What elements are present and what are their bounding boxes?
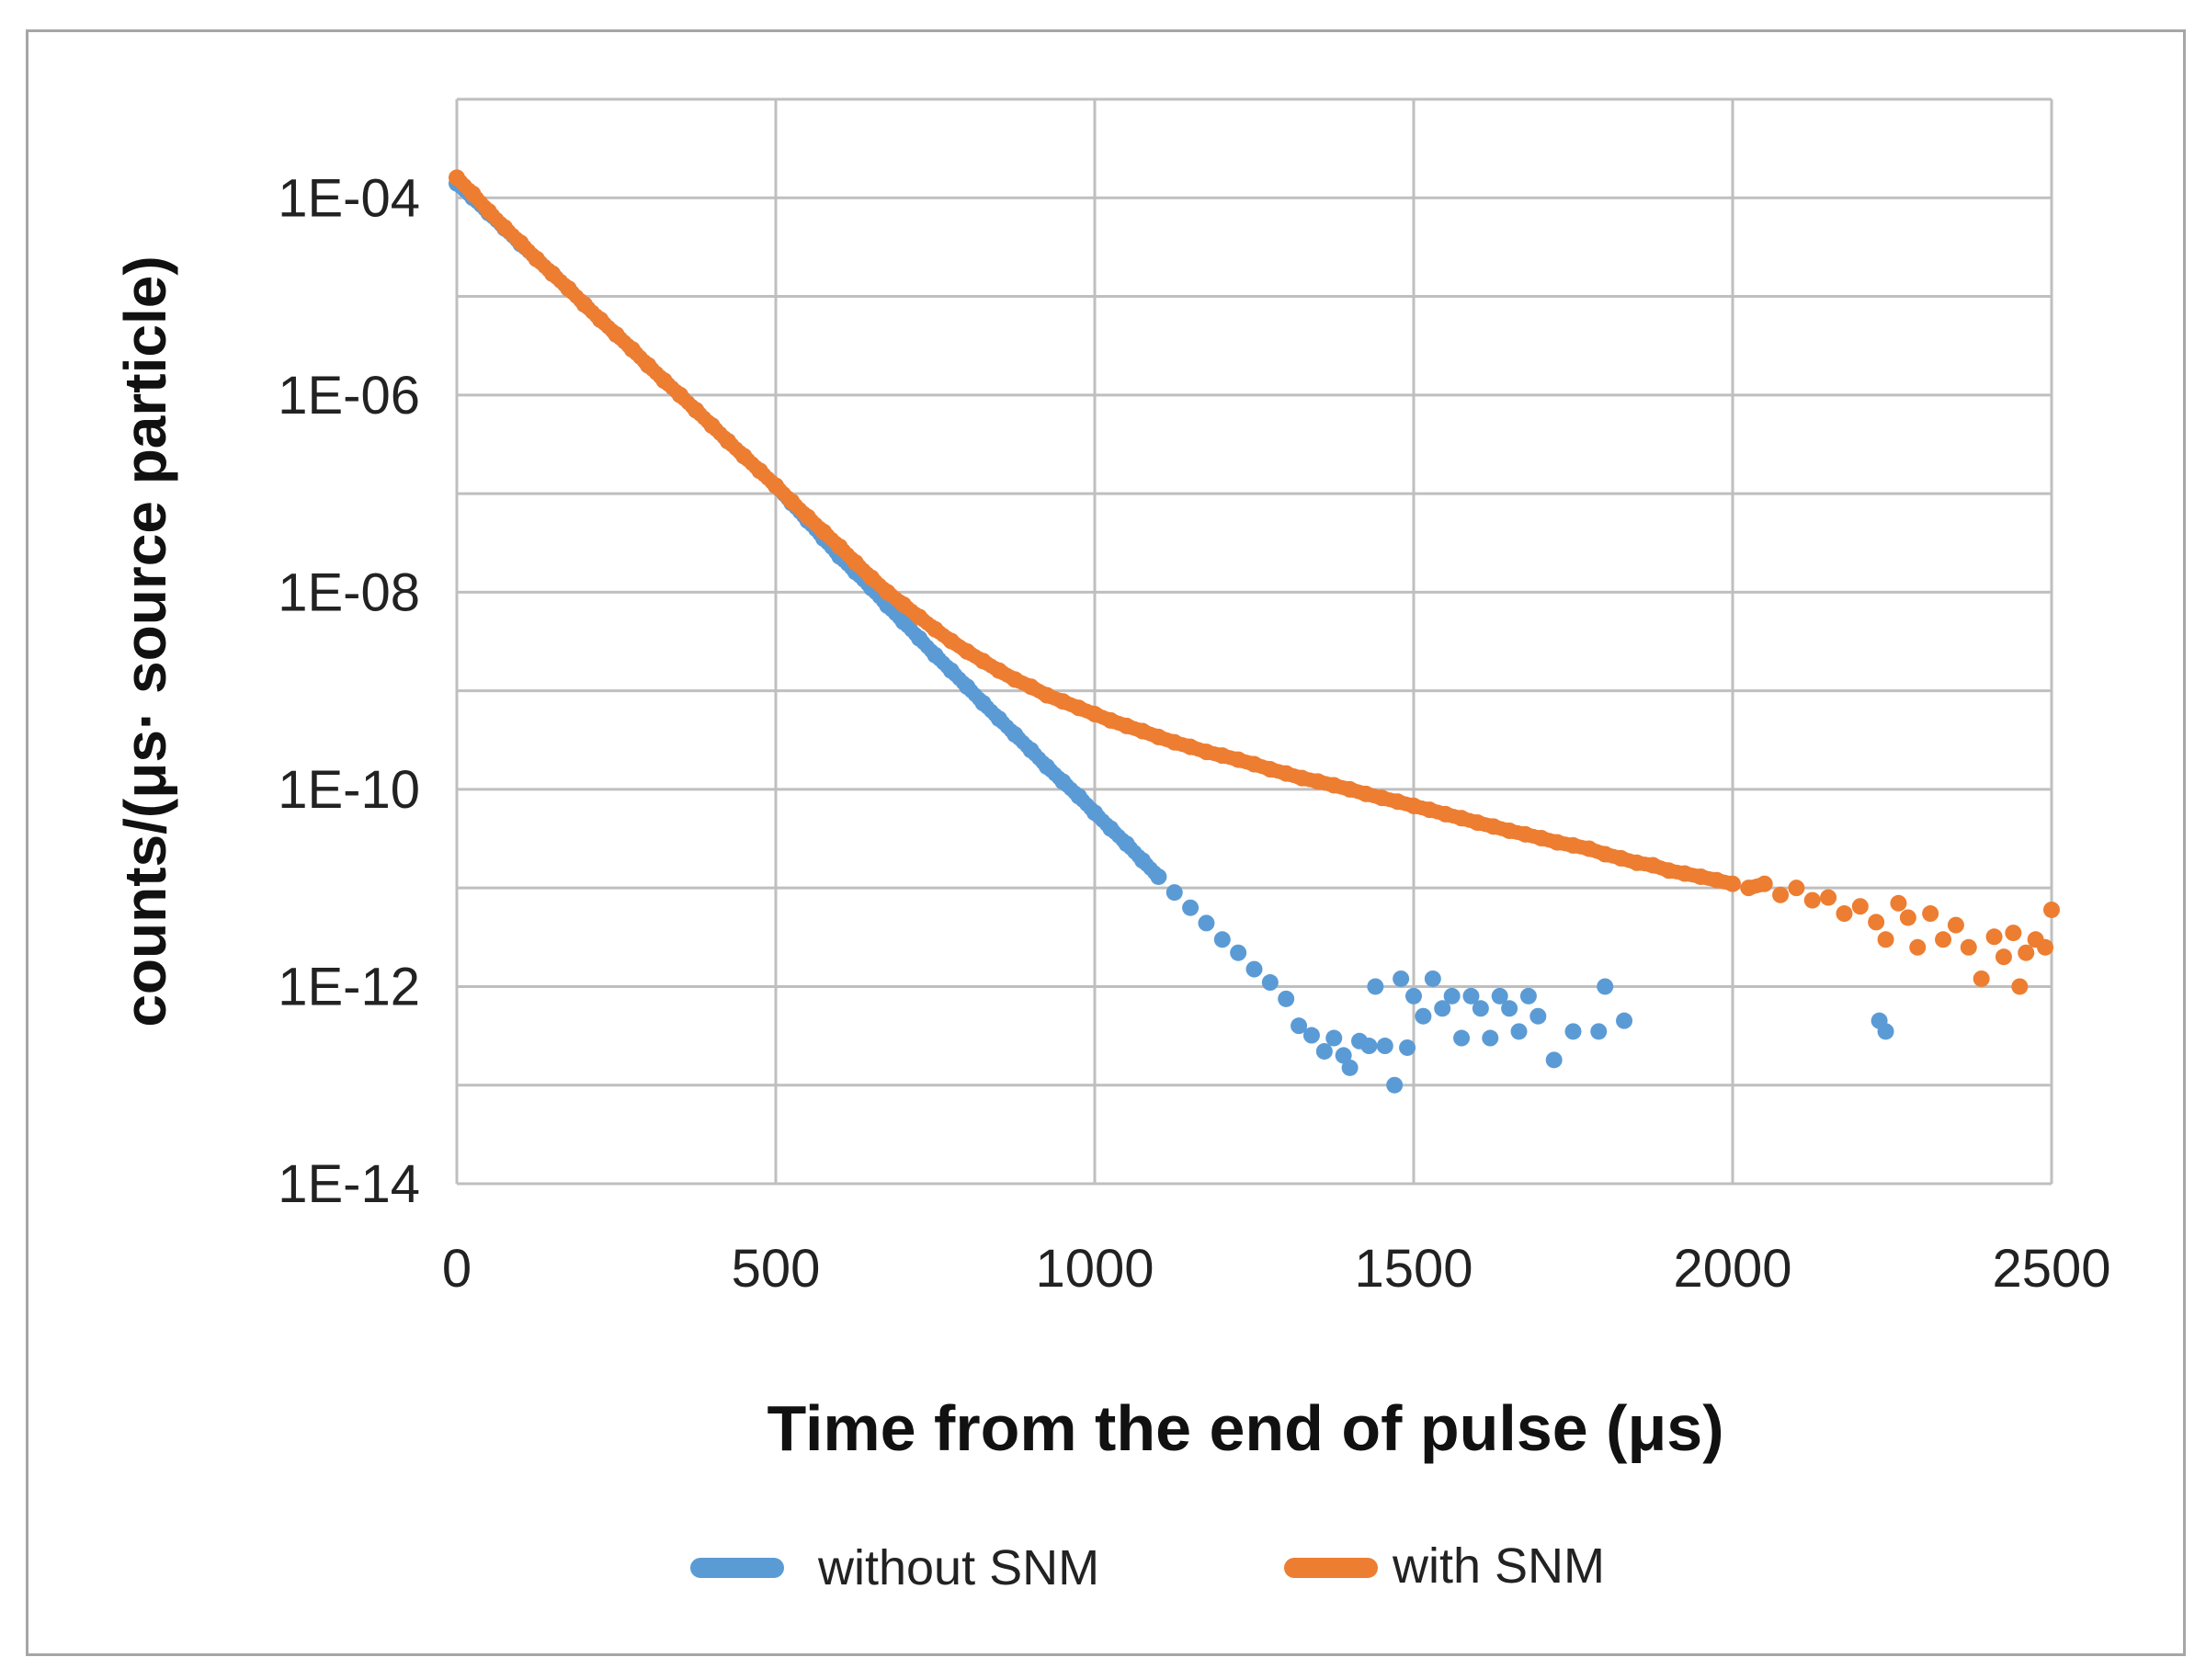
point-without-snm: [1491, 987, 1508, 1005]
point-with-snm: [1803, 891, 1821, 909]
y-tick-label: 1E-12: [278, 957, 420, 1016]
series-with-snm: [449, 169, 2060, 995]
legend-label-with-snm: with SNM: [1392, 1538, 1605, 1594]
point-with-snm: [2018, 944, 2035, 961]
point-with-snm: [1935, 931, 1952, 948]
point-without-snm: [1501, 1000, 1518, 1017]
point-without-snm: [1877, 1023, 1894, 1040]
x-tick-label: 2500: [1992, 1239, 2110, 1299]
legend: without SNM with SNM: [690, 1538, 1605, 1595]
y-tick-labels: 1E-04 1E-06 1E-08 1E-10 1E-12 1E-14: [278, 168, 420, 1214]
legend-label-without-snm: without SNM: [817, 1540, 1099, 1595]
y-axis-title: counts/(μs· source particle): [112, 255, 178, 1027]
point-without-snm: [1597, 978, 1614, 995]
point-with-snm: [2043, 901, 2060, 918]
point-with-snm: [1960, 938, 1977, 956]
point-without-snm: [1529, 1007, 1547, 1025]
plot-area: [457, 99, 2052, 1184]
point-without-snm: [1434, 1000, 1451, 1017]
point-with-snm: [1922, 905, 1939, 923]
point-without-snm: [1519, 987, 1537, 1005]
point-with-snm: [1973, 970, 1990, 987]
point-with-snm: [2005, 925, 2022, 942]
point-with-snm: [1851, 898, 1869, 915]
point-with-snm: [1899, 909, 1916, 926]
point-without-snm: [1510, 1023, 1528, 1040]
point-with-snm: [1995, 948, 2012, 966]
point-with-snm: [1985, 928, 2003, 946]
grid-lines: [455, 97, 2053, 1186]
point-with-snm: [1877, 931, 1894, 948]
point-without-snm: [1335, 1047, 1352, 1064]
point-without-snm: [1198, 914, 1215, 932]
point-without-snm: [1443, 987, 1461, 1005]
point-with-snm: [1947, 916, 1964, 934]
x-tick-label: 1500: [1354, 1239, 1473, 1299]
y-tick-label: 1E-08: [278, 562, 420, 622]
point-without-snm: [1564, 1023, 1582, 1040]
point-without-snm: [1302, 1027, 1320, 1044]
x-tick-label: 0: [442, 1239, 472, 1299]
y-tick-label: 1E-14: [278, 1154, 420, 1214]
point-without-snm: [1393, 970, 1410, 987]
point-with-snm: [1788, 880, 1805, 897]
x-tick-labels: 0 500 1000 1500 2000 2500: [442, 1239, 2111, 1299]
point-without-snm: [1360, 1038, 1378, 1055]
point-without-snm: [1150, 868, 1167, 885]
point-without-snm: [1291, 1017, 1308, 1035]
point-without-snm: [1367, 978, 1384, 995]
y-tick-label: 1E-06: [278, 366, 420, 426]
point-without-snm: [1261, 974, 1279, 992]
point-with-snm: [1724, 875, 1741, 892]
point-without-snm: [1315, 1042, 1333, 1060]
point-without-snm: [1376, 1038, 1393, 1055]
point-without-snm: [1462, 987, 1480, 1005]
point-without-snm: [1453, 1029, 1471, 1047]
point-without-snm: [1616, 1012, 1633, 1029]
point-without-snm: [1482, 1029, 1499, 1047]
point-with-snm: [1868, 914, 1885, 931]
point-without-snm: [1325, 1029, 1343, 1047]
point-with-snm: [1772, 886, 1790, 903]
point-with-snm: [1836, 905, 1853, 923]
data-points: [449, 169, 2060, 1094]
point-without-snm: [1386, 1076, 1404, 1094]
point-without-snm: [1230, 944, 1247, 961]
point-without-snm: [1182, 899, 1200, 916]
point-with-snm: [2037, 938, 2054, 956]
point-without-snm: [1341, 1059, 1359, 1076]
point-with-snm: [1756, 875, 1773, 892]
point-with-snm: [2011, 978, 2029, 995]
point-without-snm: [1278, 990, 1295, 1007]
point-with-snm: [1909, 938, 1927, 956]
point-without-snm: [1424, 970, 1441, 987]
point-without-snm: [1166, 884, 1183, 902]
y-tick-label: 1E-10: [278, 760, 420, 820]
x-axis-title: Time from the end of pulse (μs): [767, 1392, 1723, 1464]
point-without-snm: [1472, 1000, 1489, 1017]
point-without-snm: [1245, 960, 1263, 978]
point-without-snm: [1545, 1051, 1563, 1069]
point-without-snm: [1590, 1023, 1608, 1040]
x-tick-label: 500: [732, 1239, 821, 1299]
x-tick-label: 2000: [1673, 1239, 1791, 1299]
point-without-snm: [1399, 1039, 1416, 1056]
x-tick-label: 1000: [1035, 1239, 1154, 1299]
point-without-snm: [1415, 1007, 1432, 1025]
y-tick-label: 1E-04: [278, 168, 420, 228]
point-without-snm: [1213, 931, 1231, 948]
point-with-snm: [1890, 894, 1907, 912]
point-with-snm: [1820, 889, 1837, 906]
point-without-snm: [1405, 987, 1422, 1005]
